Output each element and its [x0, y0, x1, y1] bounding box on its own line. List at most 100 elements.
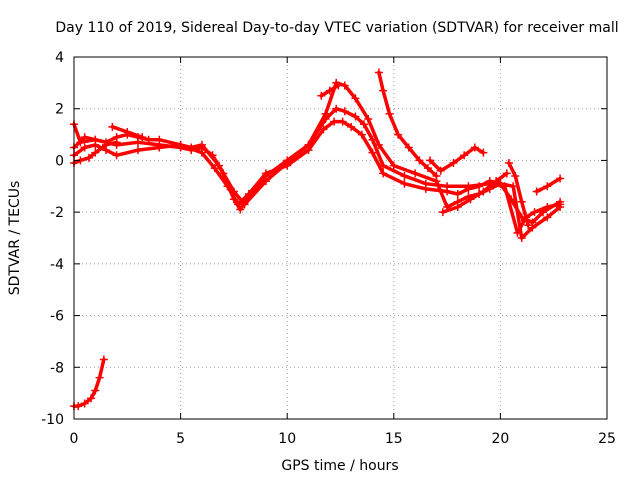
data-point-marker — [244, 190, 253, 199]
data-point-marker — [470, 143, 479, 152]
x-tick-label: 25 — [598, 431, 616, 447]
data-point-marker — [261, 169, 270, 178]
data-point-marker — [449, 159, 458, 168]
data-point-marker — [334, 81, 343, 90]
data-point-marker — [138, 133, 147, 142]
series-trace-a — [70, 104, 565, 237]
data-point-marker — [338, 117, 347, 126]
data-point-marker — [123, 127, 132, 136]
data-point-marker — [400, 179, 409, 188]
y-tick-label: -10 — [41, 412, 64, 428]
data-point-marker — [144, 135, 153, 144]
data-point-marker — [91, 386, 100, 395]
data-point-marker — [74, 402, 83, 411]
data-point-marker — [475, 182, 484, 191]
series-trace-l — [70, 355, 108, 411]
data-point-marker — [351, 94, 360, 103]
data-point-marker — [443, 187, 452, 196]
plot-frame — [73, 56, 608, 420]
data-point-marker — [155, 143, 164, 152]
data-point-marker — [511, 171, 520, 180]
series-line — [428, 145, 486, 173]
data-point-marker — [504, 159, 513, 168]
data-point-marker — [466, 195, 475, 204]
data-point-marker — [539, 208, 548, 217]
data-point-marker — [543, 182, 552, 191]
series-line — [441, 171, 509, 214]
data-point-marker — [229, 187, 238, 196]
data-point-marker — [319, 125, 328, 134]
data-point-marker — [317, 91, 326, 100]
y-axis-label: SDTVAR / TECUs — [7, 181, 23, 296]
data-point-marker — [423, 164, 432, 173]
data-point-marker — [528, 223, 537, 232]
data-point-marker — [197, 140, 206, 149]
data-point-marker — [91, 148, 100, 157]
data-point-marker — [283, 159, 292, 168]
y-tick-label: -4 — [50, 257, 64, 273]
data-point-marker — [543, 213, 552, 222]
data-point-marker — [321, 109, 330, 118]
x-tick-label: 15 — [385, 431, 403, 447]
data-point-marker — [479, 187, 488, 196]
data-point-marker — [101, 140, 110, 149]
data-point-marker — [530, 208, 539, 217]
data-point-marker — [197, 148, 206, 157]
y-tick-label: -8 — [50, 360, 64, 376]
data-point-marker — [379, 86, 388, 95]
data-point-marker — [261, 177, 270, 186]
data-point-marker — [84, 153, 93, 162]
data-point-marker — [532, 187, 541, 196]
data-point-marker — [176, 140, 185, 149]
data-point-marker — [347, 122, 356, 131]
y-tick-label: 0 — [55, 153, 64, 169]
series-line — [534, 176, 562, 194]
data-point-marker — [432, 171, 441, 180]
series-trace-g — [374, 68, 441, 180]
data-point-marker — [394, 130, 403, 139]
data-point-marker — [556, 174, 565, 183]
series-trace-k — [532, 174, 565, 196]
data-point-marker — [438, 208, 447, 217]
data-point-marker — [155, 135, 164, 144]
data-point-marker — [509, 182, 518, 191]
data-point-marker — [479, 148, 488, 157]
series-line — [377, 70, 439, 178]
x-tick-label: 0 — [70, 431, 79, 447]
data-point-marker — [236, 205, 245, 214]
series-trace-c — [70, 78, 565, 242]
data-point-marker — [325, 86, 334, 95]
data-point-marker — [340, 107, 349, 116]
data-point-marker — [400, 171, 409, 180]
data-point-marker — [112, 138, 121, 147]
data-point-marker — [502, 169, 511, 178]
series-line — [72, 119, 562, 225]
data-point-marker — [80, 399, 89, 408]
data-point-marker — [496, 179, 505, 188]
data-point-marker — [91, 135, 100, 144]
data-point-marker — [374, 68, 383, 77]
series-line — [72, 357, 106, 408]
data-point-marker — [80, 133, 89, 142]
data-point-marker — [240, 200, 249, 209]
data-point-marker — [426, 156, 435, 165]
data-point-marker — [460, 151, 469, 160]
data-point-marker — [464, 184, 473, 193]
data-point-marker — [404, 143, 413, 152]
y-tick-label: -2 — [50, 205, 64, 221]
series-trace-b — [70, 117, 565, 227]
series-trace-i — [438, 169, 511, 217]
data-point-marker — [492, 177, 501, 186]
y-tick-label: -6 — [50, 309, 64, 325]
series-trace-f — [317, 81, 343, 100]
data-point-marker — [112, 151, 121, 160]
data-point-marker — [187, 143, 196, 152]
data-point-marker — [421, 184, 430, 193]
data-point-marker — [374, 140, 383, 149]
y-tick-label: 2 — [55, 102, 64, 118]
data-point-marker — [214, 161, 223, 170]
data-point-marker — [99, 355, 108, 364]
data-point-marker — [385, 109, 394, 118]
x-tick-label: 20 — [491, 431, 509, 447]
